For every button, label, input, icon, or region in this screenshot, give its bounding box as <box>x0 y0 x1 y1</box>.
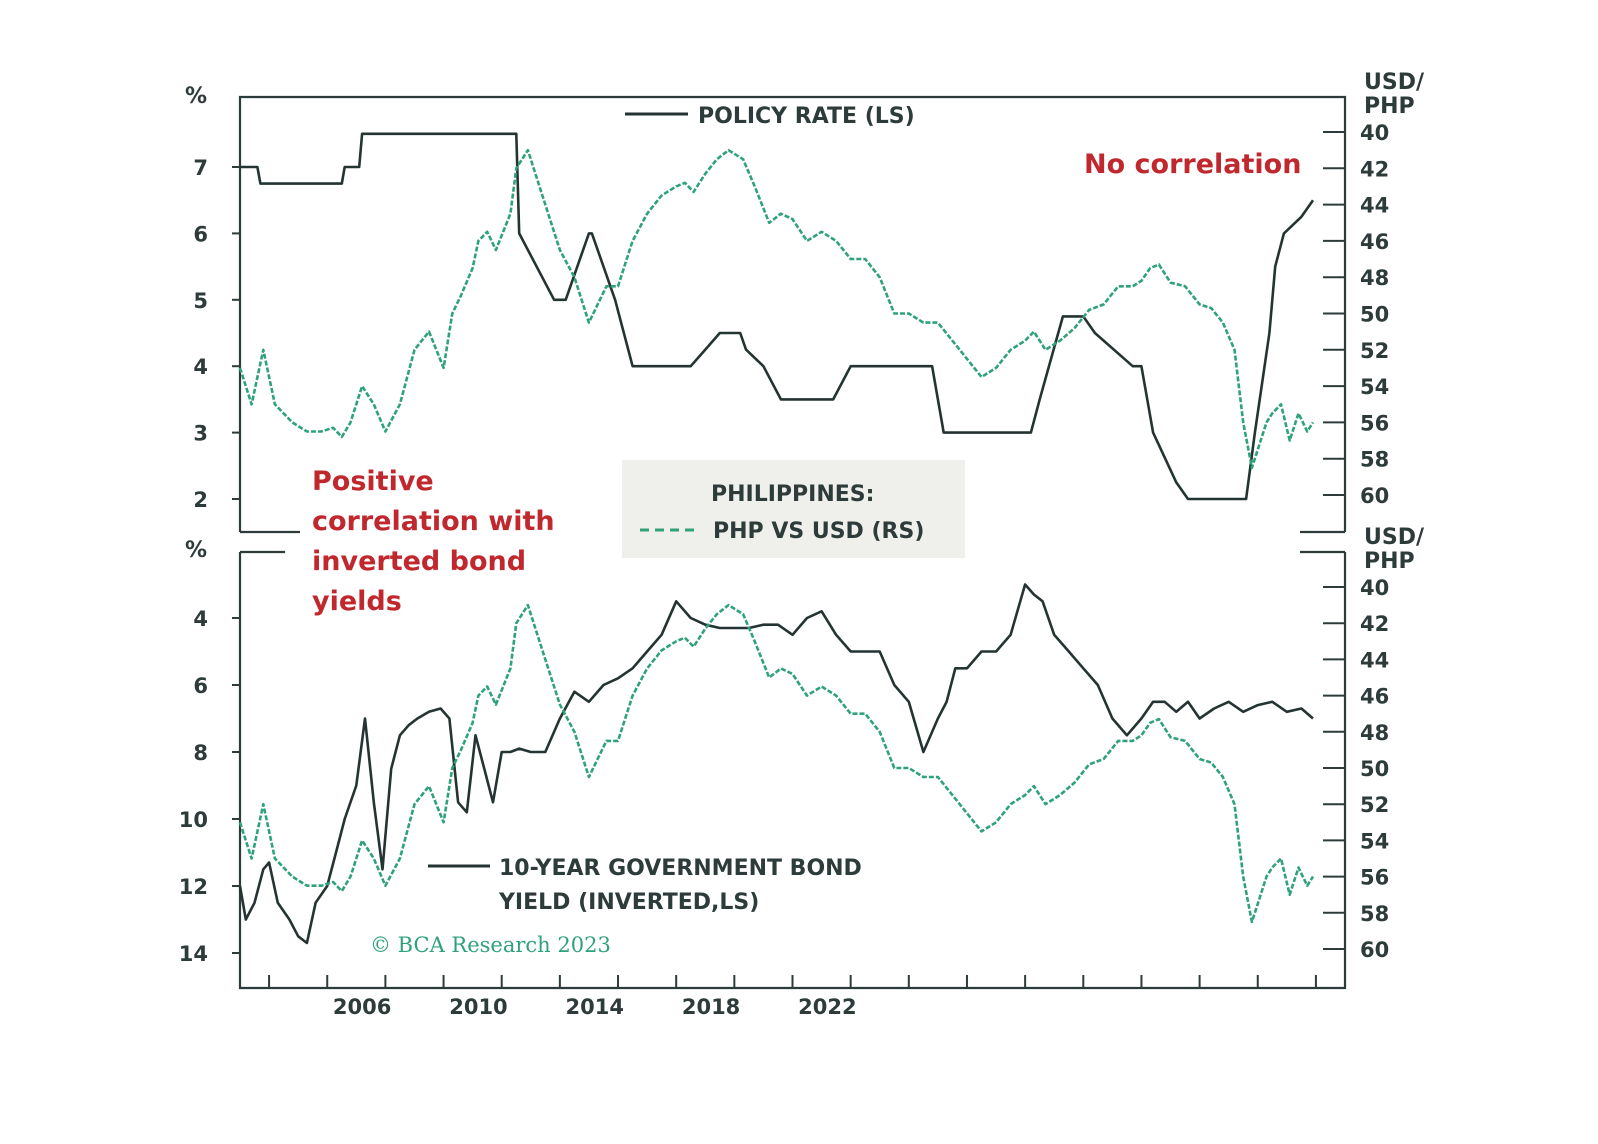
php-usd-line <box>238 603 1315 924</box>
left-tick-label: 3 <box>193 422 208 446</box>
left-tick-label: 14 <box>179 942 208 966</box>
annotation-positive-4: yields <box>312 586 402 617</box>
right-tick-label: 44 <box>1360 648 1389 672</box>
x-tick-label: 2022 <box>798 995 856 1019</box>
policy-rate-line <box>240 132 1315 501</box>
right-tick-label: 52 <box>1360 793 1389 817</box>
right-tick-label: 56 <box>1360 411 1389 435</box>
right-tick-label: 40 <box>1360 576 1389 600</box>
annotation-positive-3: inverted bond <box>312 546 526 577</box>
right-tick-label: 40 <box>1360 121 1389 145</box>
axis-ticks <box>232 131 1345 988</box>
right-tick-label: 56 <box>1360 866 1389 890</box>
right-tick-label: 58 <box>1360 902 1389 926</box>
top-left-unit: % <box>185 84 207 109</box>
left-tick-label: 4 <box>193 355 208 379</box>
right-tick-label: 48 <box>1360 721 1389 745</box>
x-tick-label: 2018 <box>682 995 740 1019</box>
bottom-left-unit: % <box>185 538 207 563</box>
right-tick-label: 42 <box>1360 157 1389 181</box>
top-right-unit-2: PHP <box>1364 94 1415 119</box>
annotation-positive-2: correlation with <box>312 506 555 537</box>
right-tick-label: 54 <box>1360 829 1389 853</box>
right-tick-label: 54 <box>1360 375 1389 399</box>
left-tick-label: 4 <box>193 607 208 631</box>
annotation-no-correlation: No correlation <box>1084 149 1301 180</box>
x-tick-label: 2010 <box>449 995 507 1019</box>
right-tick-label: 44 <box>1360 194 1389 218</box>
legend-policy-label: POLICY RATE (LS) <box>698 104 915 129</box>
bottom-panel-frame <box>238 552 1347 990</box>
left-tick-label: 12 <box>179 875 208 899</box>
left-tick-label: 10 <box>179 808 208 832</box>
left-tick-label: 5 <box>193 289 208 313</box>
legend-php-label: PHP VS USD (RS) <box>713 519 924 544</box>
bottom-right-unit-2: PHP <box>1364 549 1415 574</box>
legend-box-title: PHILIPPINES: <box>711 482 874 507</box>
legend-box <box>622 460 965 558</box>
php-usd-line <box>238 148 1315 470</box>
right-tick-label: 60 <box>1360 938 1389 962</box>
right-tick-label: 42 <box>1360 612 1389 636</box>
left-tick-label: 6 <box>193 222 208 246</box>
annotation-positive-1: Positive <box>312 466 434 497</box>
right-tick-label: 50 <box>1360 757 1389 781</box>
right-tick-label: 46 <box>1360 230 1389 254</box>
series-lines <box>238 132 1315 945</box>
copyright-text: © BCA Research 2023 <box>370 933 611 957</box>
right-tick-label: 46 <box>1360 685 1389 709</box>
axis-tick-labels: 2345674042444648505254565860468101214404… <box>179 121 1389 1019</box>
left-tick-label: 8 <box>193 741 208 765</box>
bottom-right-unit-1: USD/ <box>1364 525 1425 550</box>
left-tick-label: 2 <box>193 488 208 512</box>
right-tick-label: 52 <box>1360 339 1389 363</box>
legend-bond-label-2: YIELD (INVERTED,LS) <box>498 890 759 915</box>
x-tick-label: 2014 <box>566 995 624 1019</box>
right-tick-label: 48 <box>1360 266 1389 290</box>
right-tick-label: 60 <box>1360 484 1389 508</box>
x-tick-label: 2006 <box>333 995 391 1019</box>
left-tick-label: 7 <box>193 156 208 180</box>
legend-bond-label-1: 10-YEAR GOVERNMENT BOND <box>499 856 862 881</box>
left-tick-label: 6 <box>193 674 208 698</box>
right-tick-label: 58 <box>1360 448 1389 472</box>
top-right-unit-1: USD/ <box>1364 70 1425 95</box>
right-tick-label: 50 <box>1360 303 1389 327</box>
bond-yield-line <box>238 583 1314 945</box>
